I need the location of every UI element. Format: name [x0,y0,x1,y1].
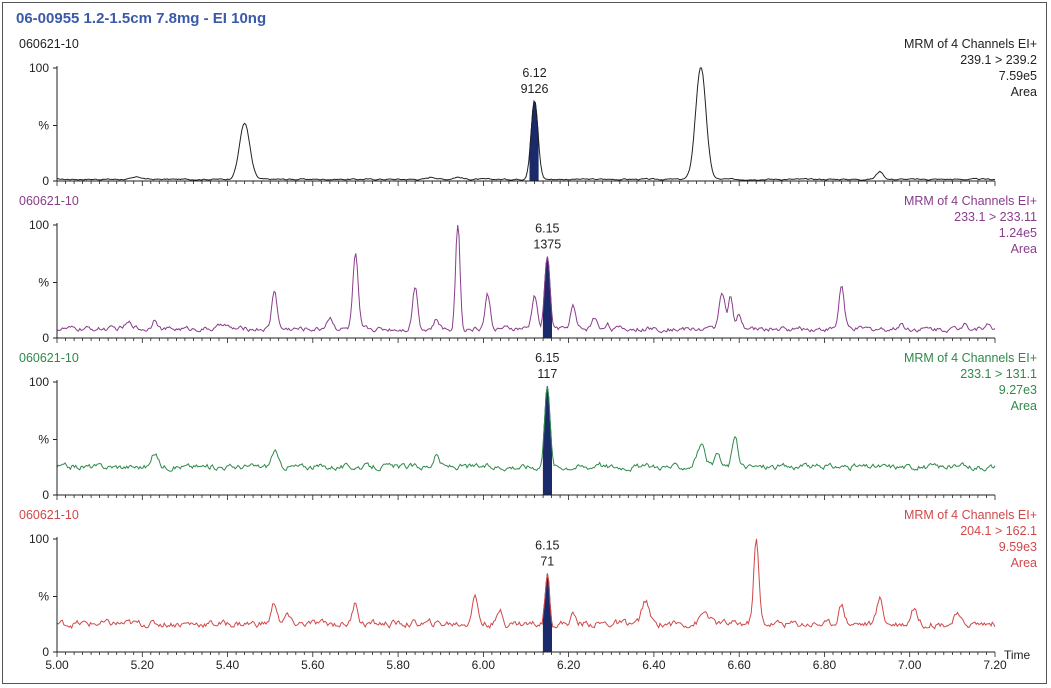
channel-info-3-1: 233.1 > 131.1 [960,367,1037,381]
sample-id-4: 060621-10 [19,508,79,522]
trace-2 [56,224,996,334]
integrated-peak-3 [542,386,552,496]
peak-label-4-1: 71 [540,554,554,568]
sample-id-1: 060621-10 [19,37,79,51]
channel-info-4-2: 9.59e3 [999,540,1037,554]
x-tick-label-4: 5.80 [386,658,410,672]
x-tick-label-3: 5.60 [301,658,325,672]
y-tick-label-1-1: % [38,119,49,133]
y-tick-label-2-2: 0 [42,331,49,345]
x-axis-title: Time [1004,648,1031,662]
channel-info-3-0: MRM of 4 Channels EI+ [904,351,1037,365]
x-tick-label-0: 5.00 [45,658,69,672]
trace-4 [56,538,996,630]
x-tick-label-5: 6.00 [472,658,496,672]
channel-info-1-1: 239.1 > 239.2 [960,53,1037,67]
peak-label-2-1: 1375 [533,238,561,252]
peak-label-1-1: 9126 [521,82,549,96]
x-tick-label-8: 6.60 [728,658,752,672]
x-tick-label-9: 6.80 [813,658,837,672]
channel-info-3-2: 9.27e3 [999,383,1037,397]
x-tick-label-6: 6.20 [557,658,581,672]
y-tick-label-1-0: 100 [29,61,49,75]
channel-info-4-3: Area [1011,556,1037,570]
peak-label-2-0: 6.15 [535,222,559,236]
channel-info-1-3: Area [1011,85,1037,99]
peak-label-3-0: 6.15 [535,351,559,365]
x-tick-label-2: 5.40 [216,658,240,672]
trace-1 [56,67,996,181]
y-tick-label-3-2: 0 [42,488,49,502]
y-tick-label-2-1: % [38,276,49,290]
x-tick-label-11: 7.20 [983,658,1007,672]
peak-label-4-0: 6.15 [535,538,559,552]
channel-info-2-0: MRM of 4 Channels EI+ [904,194,1037,208]
y-tick-label-4-1: % [38,590,49,604]
sample-id-3: 060621-10 [19,351,79,365]
y-tick-label-3-0: 100 [29,375,49,389]
channel-info-1-2: 7.59e5 [999,69,1037,83]
channel-info-2-2: 1.24e5 [999,226,1037,240]
y-tick-label-4-0: 100 [29,532,49,546]
x-tick-label-7: 6.40 [642,658,666,672]
y-tick-label-4-2: 0 [42,645,49,659]
channel-info-1-0: MRM of 4 Channels EI+ [904,37,1037,51]
channel-info-3-3: Area [1011,399,1037,413]
trace-3 [56,386,996,472]
integrated-peak-4 [542,573,552,653]
peak-label-3-1: 117 [537,367,557,381]
peak-label-1-0: 6.12 [522,66,546,80]
channel-info-4-1: 204.1 > 162.1 [960,524,1037,538]
channel-info-2-1: 233.1 > 233.11 [954,210,1037,224]
y-tick-label-1-2: 0 [42,174,49,188]
x-tick-label-1: 5.20 [131,658,155,672]
sample-id-2: 060621-10 [19,194,79,208]
page-title: 06-00955 1.2-1.5cm 7.8mg - EI 10ng [16,10,267,27]
y-tick-label-3-1: % [38,433,49,447]
y-tick-label-2-0: 100 [29,218,49,232]
channel-info-4-0: MRM of 4 Channels EI+ [904,508,1037,522]
x-tick-label-10: 7.00 [898,658,922,672]
channel-info-2-3: Area [1011,242,1037,256]
